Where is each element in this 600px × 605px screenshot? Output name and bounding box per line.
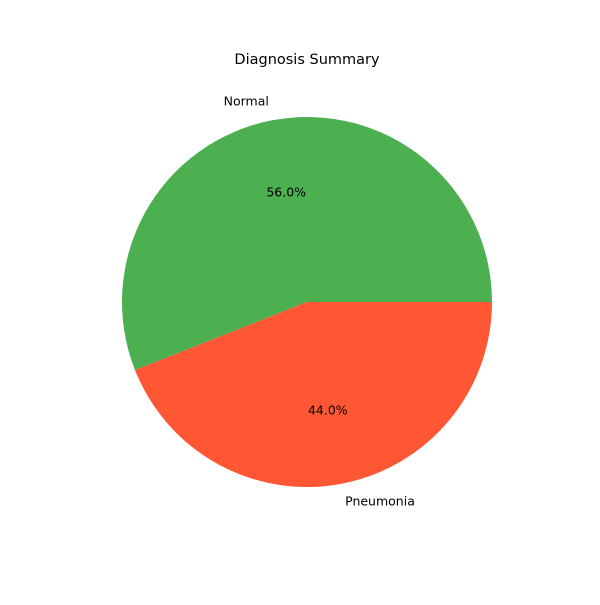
pie-labels: Normal 56.0% Pneumonia 44.0%: [224, 94, 415, 509]
pie-slice-normal: [122, 117, 493, 371]
pie-label-normal: Normal: [224, 94, 269, 109]
pie-slices: [122, 117, 493, 487]
pie-percent-pneumonia: 44.0%: [308, 403, 348, 418]
pie-label-pneumonia: Pneumonia: [345, 493, 415, 508]
pie-percent-normal: 56.0%: [266, 184, 306, 199]
pie-slice-pneumonia: [134, 302, 493, 487]
chart-title: Diagnosis Summary: [234, 52, 380, 68]
